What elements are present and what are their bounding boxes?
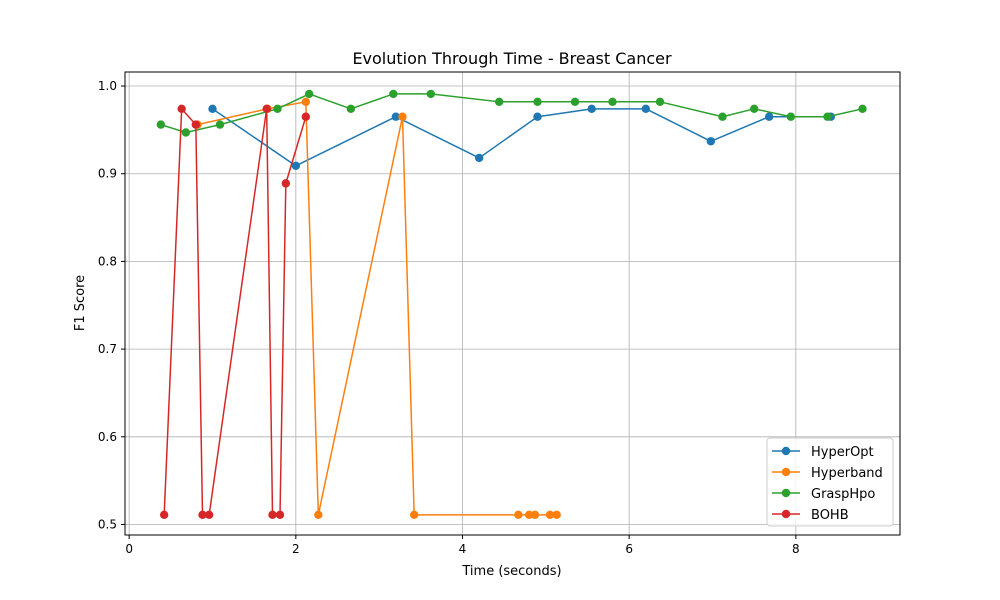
legend-label: GraspHpo: [811, 487, 875, 502]
legend-frame: [766, 437, 894, 527]
legend-label: BOHB: [811, 508, 849, 523]
legend-marker: [781, 467, 791, 477]
data-point: [494, 97, 504, 107]
data-point: [177, 104, 186, 114]
data-point: [346, 104, 356, 114]
data-point: [514, 510, 523, 520]
x-tick-label: 0: [125, 542, 133, 556]
data-point: [524, 510, 534, 520]
series-line: [197, 101, 557, 516]
y-tick-label: 1.0: [98, 79, 117, 93]
data-point: [301, 97, 311, 107]
data-point: [273, 104, 282, 114]
y-tick-label: 0.7: [98, 342, 117, 356]
data-point: [552, 510, 561, 520]
data-point: [608, 97, 617, 107]
series-bohb: [159, 104, 311, 520]
data-point: [156, 120, 166, 129]
data-point: [281, 179, 291, 188]
data-point: [749, 104, 759, 114]
data-point: [191, 120, 201, 129]
data-point: [301, 112, 311, 121]
data-point: [641, 104, 651, 114]
axis-ticks: 0 2 4 6 8 0.5 0.6 0.7 0.8 0.9 1.0: [98, 79, 800, 556]
data-point: [706, 137, 716, 146]
data-point: [587, 104, 596, 114]
series-line: [212, 108, 831, 167]
legend-entry: HyperOpt: [772, 445, 874, 460]
legend-marker: [781, 509, 791, 519]
data-point: [275, 510, 285, 520]
data-point: [391, 112, 401, 121]
legend-marker: [781, 488, 791, 498]
data-point: [533, 112, 542, 121]
x-tick-label: 2: [292, 542, 300, 556]
series-hyperband: [193, 97, 561, 520]
data-point: [426, 89, 436, 99]
data-point: [533, 97, 542, 107]
plot-frame: [124, 71, 901, 536]
x-tick-label: 4: [459, 542, 467, 556]
legend-entry: Hyperband: [772, 466, 883, 481]
y-tick-label: 0.6: [98, 430, 117, 444]
legend-label: Hyperband: [811, 466, 883, 481]
data-point: [570, 97, 580, 107]
data-point: [204, 510, 214, 520]
x-axis-title: Time (seconds): [461, 564, 561, 579]
data-point: [389, 89, 398, 99]
data-point: [764, 112, 774, 121]
data-point: [198, 510, 207, 520]
data-point: [262, 104, 271, 114]
y-tick-label: 0.8: [98, 254, 117, 268]
data-point: [474, 153, 484, 163]
x-tick-label: 8: [792, 542, 800, 556]
legend-marker: [781, 446, 791, 456]
chart-title: Evolution Through Time - Breast Cancer: [352, 49, 672, 68]
data-point: [655, 97, 665, 107]
data-point: [181, 128, 191, 137]
data-point: [291, 161, 301, 171]
data-point: [268, 510, 277, 520]
series-hyperopt: [208, 104, 836, 171]
legend-entry: GraspHpo: [772, 487, 875, 502]
legend-label: HyperOpt: [811, 445, 874, 460]
data-point: [530, 510, 540, 520]
data-point: [159, 510, 169, 520]
series-layer: [156, 89, 867, 520]
data-point: [314, 510, 323, 520]
legend-entry: BOHB: [772, 508, 849, 523]
data-point: [208, 104, 217, 114]
data-point: [858, 104, 867, 114]
data-point: [409, 510, 419, 520]
data-point: [786, 112, 796, 121]
series-line: [163, 108, 307, 516]
y-tick-label: 0.9: [98, 167, 117, 181]
data-point: [545, 510, 555, 520]
data-point: [398, 112, 407, 121]
y-axis-title: F1 Score: [73, 275, 88, 331]
legend: HyperOpt Hyperband GraspHpo BOHB: [766, 437, 894, 527]
data-point: [215, 120, 225, 129]
x-tick-label: 6: [625, 542, 633, 556]
data-point: [718, 112, 727, 121]
y-tick-label: 0.5: [98, 517, 117, 531]
data-point: [304, 89, 314, 99]
data-point: [823, 112, 832, 121]
